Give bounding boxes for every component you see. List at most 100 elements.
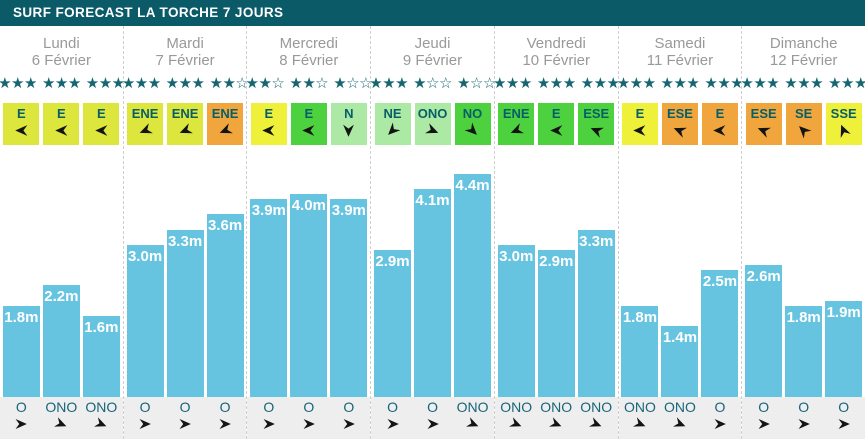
star-rating: ★★★ ★★★ ★★★ xyxy=(0,74,125,94)
swell-cell: O xyxy=(785,399,822,439)
wave-bar: 4.4m xyxy=(454,174,492,397)
wind-row: E ESE E xyxy=(619,98,742,152)
swell-cell: O xyxy=(290,399,327,439)
swell-direction-row: O O O xyxy=(742,397,865,439)
day-date: 8 Février xyxy=(279,52,339,69)
swell-arrow-icon xyxy=(15,418,28,430)
star-group: ★★☆ xyxy=(289,75,329,92)
wind-arrow-icon xyxy=(388,122,401,135)
swell-direction-label: O xyxy=(219,399,231,415)
star-group: ★☆☆ xyxy=(333,75,373,92)
wave-bar: 3.0m xyxy=(497,245,535,397)
day-date: 11 Février xyxy=(646,52,714,69)
star-group: ★★★ xyxy=(0,75,37,92)
day-name: Mardi xyxy=(166,35,204,52)
swell-direction-row: O O O xyxy=(247,397,371,439)
wind-arrow-icon xyxy=(713,125,726,136)
swell-direction-label: O xyxy=(15,399,27,415)
days-grid: Lundi 6 Février ★★★ ★★★ ★★★ E E E 1.8m 2.2… xyxy=(0,26,865,439)
wave-height-label: 3.9m xyxy=(331,202,366,219)
star-group: ★★★ xyxy=(536,75,576,92)
star-rating: ★★★ ★★★ ★★★ xyxy=(617,74,744,94)
swell-arrow-icon xyxy=(758,418,770,430)
swell-direction-label: ONO xyxy=(664,399,696,415)
wind-direction-label: ONO xyxy=(417,106,448,121)
wave-height-label: 1.6m xyxy=(84,319,119,336)
wind-arrow-icon xyxy=(55,125,68,136)
wave-bar: 3.0m xyxy=(126,245,164,397)
wind-arrow-icon xyxy=(757,127,772,138)
wave-height-label: 3.0m xyxy=(499,248,534,265)
day-date: 6 Février xyxy=(31,52,91,69)
wave-bar: 1.6m xyxy=(82,316,120,397)
wind-arrow-icon xyxy=(633,125,646,136)
swell-arrow-icon xyxy=(427,418,439,430)
swell-cell: ONO xyxy=(621,399,658,439)
swell-direction-label: ONO xyxy=(540,399,573,415)
wave-height-label: 4.1m xyxy=(415,192,450,209)
wind-arrow-icon xyxy=(15,125,28,136)
wind-cell: ENE xyxy=(498,103,535,145)
wind-cell: SSE xyxy=(825,103,862,145)
swell-direction-label: ONO xyxy=(500,399,533,415)
star-rating: ★★☆ ★★☆ ★☆☆ xyxy=(246,74,373,94)
day-header: Dimanche 12 Février ★★★ ★★★ ★★★ xyxy=(740,26,865,98)
swell-arrow-icon xyxy=(798,418,810,430)
wind-cell: N xyxy=(330,103,367,145)
wave-height-label: 1.8m xyxy=(622,309,658,326)
swell-direction-label: ONO xyxy=(85,399,118,415)
day-date: 10 Février xyxy=(522,52,590,69)
swell-direction-row: ONO ONO ONO xyxy=(494,397,618,439)
wind-arrow-icon xyxy=(674,127,688,138)
wave-bar: 3.6m xyxy=(206,214,244,397)
wave-bar: 4.1m xyxy=(414,189,452,397)
wind-arrow-icon xyxy=(262,125,275,136)
wave-height-bars: 2.9m 4.1m 4.4m xyxy=(371,152,494,397)
wind-cell: E xyxy=(701,103,738,145)
swell-direction-label: O xyxy=(387,399,398,415)
swell-direction-label: O xyxy=(343,399,355,415)
swell-cell: O xyxy=(207,399,244,439)
day-header: Mercredi 8 Février ★★☆ ★★☆ ★☆☆ xyxy=(246,26,373,98)
wind-direction-label: NO xyxy=(462,106,483,121)
wind-direction-label: E xyxy=(635,106,645,121)
swell-direction-label: ONO xyxy=(624,399,656,415)
swell-arrow-icon xyxy=(94,417,107,427)
wind-arrow-icon xyxy=(425,123,439,134)
wind-row: ENE ENE ENE xyxy=(124,98,247,152)
wind-cell: ENE xyxy=(207,103,244,145)
wind-direction-label: E xyxy=(57,106,66,121)
swell-cell: O xyxy=(374,399,411,439)
wave-height-label: 2.9m xyxy=(375,253,410,270)
wave-height-label: 3.0m xyxy=(127,248,163,265)
day-name: Vendredi xyxy=(526,35,586,52)
star-group: ★★★ xyxy=(784,75,824,92)
day-column: Jeudi 9 Février ★★★ ★☆☆ ★☆☆ NE ONO NO 2.9m… xyxy=(369,26,496,439)
wind-cell: ESE xyxy=(661,103,698,145)
swell-cell: O xyxy=(701,399,738,439)
wind-arrow-icon xyxy=(549,125,563,136)
wind-direction-label: E xyxy=(17,106,26,121)
swell-cell: O xyxy=(745,399,782,439)
star-group: ★★★ xyxy=(41,75,81,92)
day-date: 12 Février xyxy=(769,52,838,69)
day-column: Lundi 6 Février ★★★ ★★★ ★★★ E E E 1.8m 2.2… xyxy=(0,26,125,439)
swell-cell: ONO xyxy=(83,399,120,439)
wave-bar: 1.9m xyxy=(825,301,863,397)
swell-cell: O xyxy=(330,399,367,439)
star-group: ★☆☆ xyxy=(456,75,496,92)
day-column: Samedi 11 Février ★★★ ★★★ ★★★ E ESE E 1.8m… xyxy=(617,26,744,439)
wind-arrow-icon xyxy=(343,124,355,137)
wave-bar: 1.4m xyxy=(661,326,699,397)
swell-arrow-icon xyxy=(549,417,562,427)
swell-direction-label: O xyxy=(798,399,810,415)
swell-arrow-icon xyxy=(465,417,478,427)
swell-arrow-icon xyxy=(632,417,646,427)
wind-arrow-icon xyxy=(799,126,812,139)
wind-direction-label: ENE xyxy=(211,106,239,121)
swell-arrow-icon xyxy=(343,418,355,430)
wind-direction-label: E xyxy=(551,106,561,121)
wave-height-label: 2.6m xyxy=(746,268,781,285)
wind-cell: E xyxy=(250,103,287,145)
wind-arrow-icon xyxy=(95,125,108,136)
